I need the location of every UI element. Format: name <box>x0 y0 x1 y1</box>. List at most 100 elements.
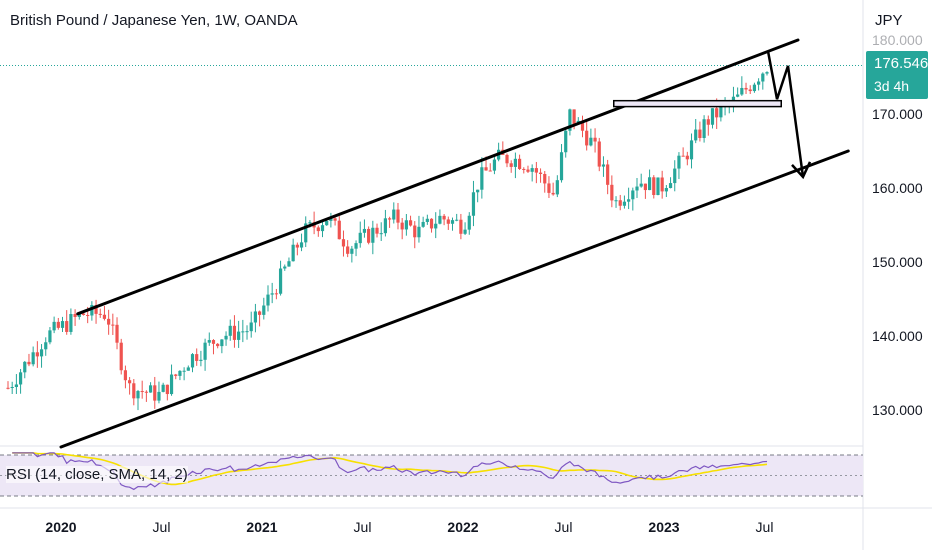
candle-body <box>383 218 388 234</box>
price-tick-label: 140.000 <box>872 328 923 344</box>
candle-body <box>148 385 153 393</box>
candle-body <box>266 294 270 306</box>
candle-body <box>253 311 258 323</box>
candle-body <box>492 159 497 171</box>
candle-body <box>358 232 362 244</box>
candle-body <box>476 189 480 193</box>
candle-body <box>86 315 90 317</box>
rsi-line <box>12 452 768 491</box>
candle-body <box>543 173 547 184</box>
candle-body <box>299 242 304 248</box>
candle-body <box>224 335 228 340</box>
candle-body <box>237 331 241 340</box>
price-tick-label: 180.000 <box>872 32 923 48</box>
candle-body <box>614 200 618 202</box>
candle-body <box>174 374 178 376</box>
candle-body <box>425 218 429 222</box>
candle-body <box>287 261 291 267</box>
candle-body <box>199 359 203 361</box>
candle-body <box>597 141 601 167</box>
candle-body <box>333 218 337 221</box>
candle-body <box>534 168 538 173</box>
candle-body <box>400 222 404 230</box>
candle-body <box>56 321 60 328</box>
candle-body <box>656 177 660 196</box>
candle-body <box>706 119 710 125</box>
candle-body <box>157 391 161 401</box>
candle-body <box>450 220 455 224</box>
candle-body <box>715 108 719 118</box>
candle-body <box>387 218 392 220</box>
current-price-tag: 176.546 3d 4h <box>866 51 928 99</box>
price-axis[interactable]: 130.000 140.000 150.000 160.000 170.000 180.0… <box>872 32 923 418</box>
candle-body <box>610 184 614 201</box>
candle-body <box>559 152 564 181</box>
candle-body <box>291 244 295 262</box>
candle-body <box>144 391 148 393</box>
candle-body <box>606 164 610 185</box>
candle-body <box>140 391 144 393</box>
price-tick-label: 160.000 <box>872 180 923 196</box>
candle-body <box>18 372 23 385</box>
candle-body <box>601 164 606 167</box>
currency-label: JPY <box>875 12 903 29</box>
candle-body <box>153 385 157 401</box>
candle-body <box>44 342 48 350</box>
candle-body <box>396 209 400 223</box>
price-tick-label: 150.000 <box>872 254 923 270</box>
candle-body <box>593 137 597 142</box>
candle-body <box>589 137 593 146</box>
candle-body <box>35 352 39 357</box>
candle-body <box>463 229 467 234</box>
candle-body <box>631 190 635 200</box>
candle-body <box>744 87 748 90</box>
time-axis[interactable]: 2020 Jul 2021 Jul 2022 Jul 2023 Jul <box>45 519 773 535</box>
time-tick-label: 2021 <box>246 519 277 535</box>
candle-body <box>178 370 182 376</box>
candle-body <box>505 154 509 164</box>
candle-body <box>526 169 530 172</box>
candle-body <box>455 219 459 221</box>
candle-body <box>517 158 522 169</box>
candle-body <box>190 354 195 368</box>
rsi-indicator-label[interactable]: RSI (14, close, SMA, 14, 2) <box>6 466 188 483</box>
candle-body <box>98 313 102 315</box>
candle-body <box>195 354 199 361</box>
candle-body <box>408 220 413 226</box>
candle-body <box>685 155 689 160</box>
candle-body <box>446 219 450 224</box>
candle-body <box>52 321 56 331</box>
candle-body <box>39 349 44 357</box>
candle-body <box>182 370 186 372</box>
candle-body <box>438 215 442 224</box>
candle-body <box>761 73 765 82</box>
candle-body <box>694 129 698 141</box>
candle-body <box>102 314 107 319</box>
candle-body <box>392 209 396 220</box>
candle-body <box>216 343 220 347</box>
candle-body <box>513 158 517 167</box>
candle-body <box>555 180 559 195</box>
candle-body <box>27 361 31 365</box>
candle-body <box>480 167 484 190</box>
candle-body <box>681 155 685 157</box>
drawings <box>59 38 850 449</box>
candle-body <box>304 223 308 243</box>
candle-body <box>379 233 383 235</box>
candle-body <box>107 318 111 325</box>
candle-body <box>295 244 299 248</box>
candle-body <box>471 192 476 216</box>
candle-body <box>677 155 681 169</box>
candle-body <box>736 94 740 97</box>
candle-body <box>530 168 534 172</box>
candle-body <box>434 223 438 229</box>
candle-body <box>585 130 589 146</box>
candle-body <box>65 321 69 332</box>
candle-body <box>186 367 190 371</box>
candle-body <box>329 218 333 221</box>
candle-body <box>316 227 320 232</box>
candle-body <box>459 219 463 234</box>
candle-body <box>522 168 526 170</box>
bar-countdown: 3d 4h <box>874 78 910 94</box>
